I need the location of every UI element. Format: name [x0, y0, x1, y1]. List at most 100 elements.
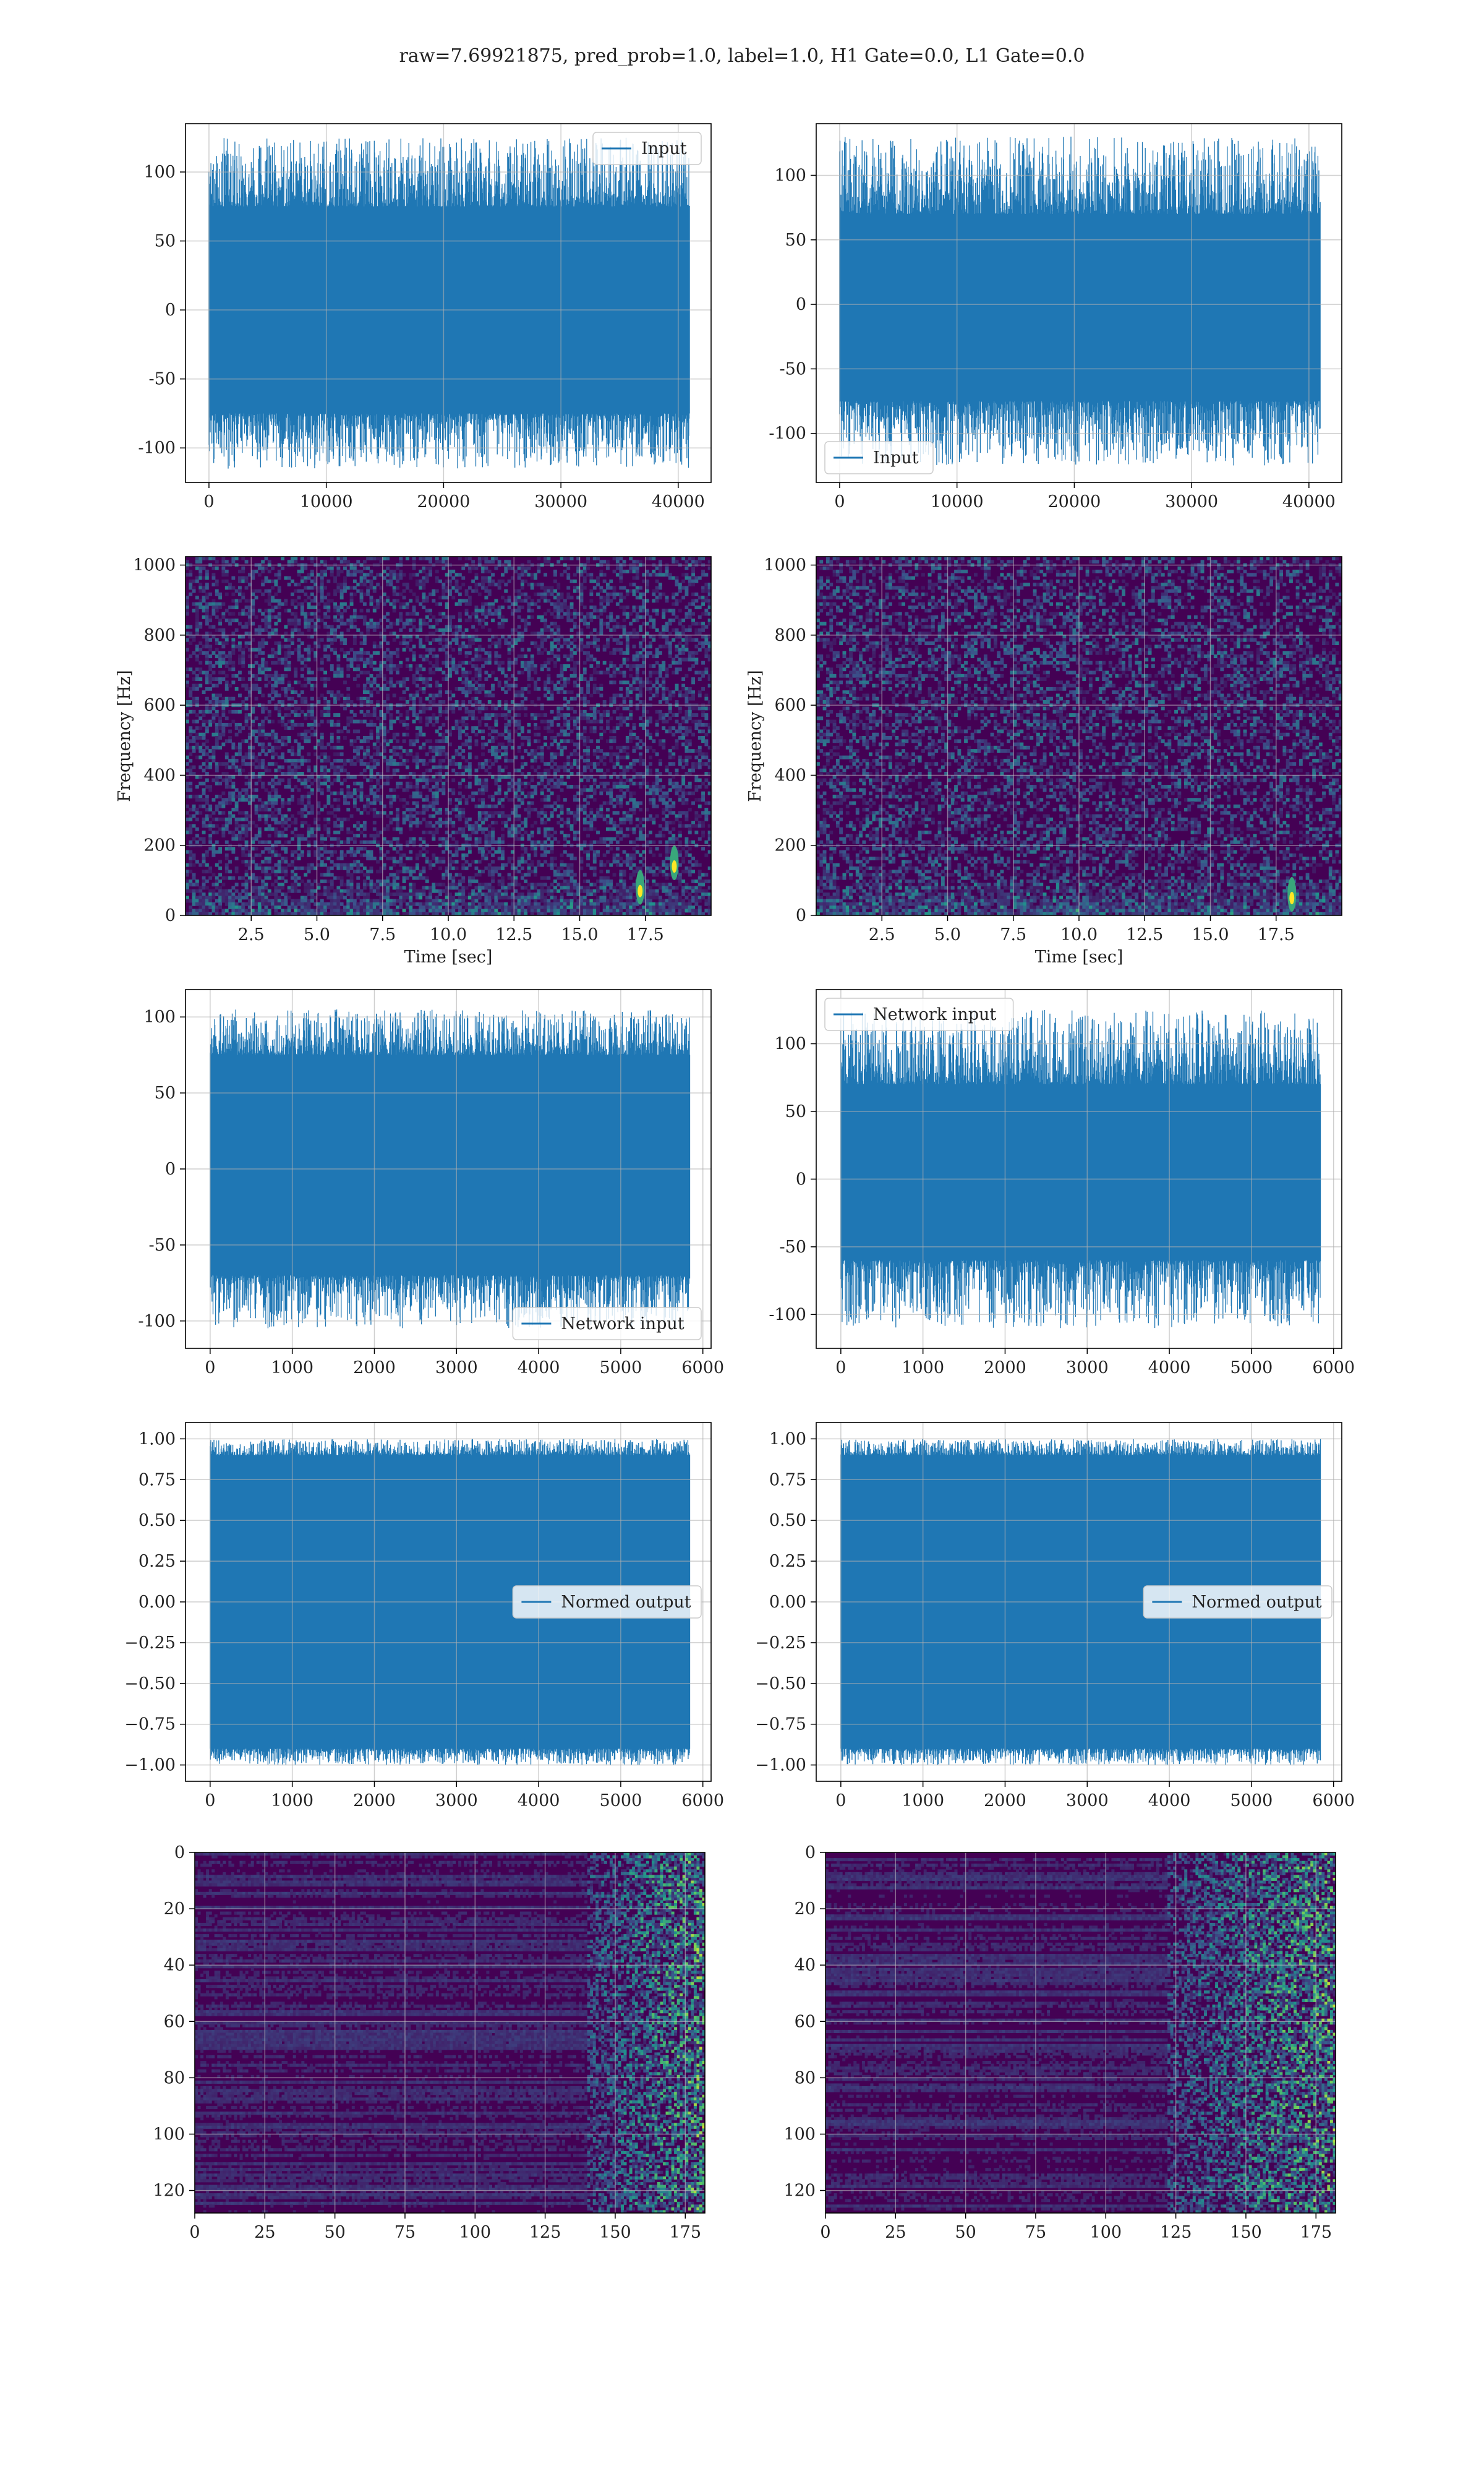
l1-spectrogram-x-tick-label: 10.0	[1060, 925, 1098, 944]
l1-spectrogram-x-tick-label: 15.0	[1192, 925, 1229, 944]
l1-network-input-y-tick-label: 100	[774, 1035, 806, 1054]
l1-spectrogram-x-tick-label: 7.5	[1000, 925, 1026, 944]
l1-normed-output-legend-label: Normed output	[1192, 1593, 1321, 1612]
l1-input-y-tick-label: 0	[796, 295, 806, 314]
l1-input-x-tick-label: 30000	[1165, 492, 1218, 511]
h1-normed-output-y-tick-label: −1.00	[124, 1756, 176, 1775]
h1-network-input-legend-label: Network input	[561, 1314, 684, 1333]
l1-normed-output-y-tick-label: 0.75	[769, 1470, 806, 1489]
h1-normed-output-x-tick-label: 3000	[435, 1791, 478, 1810]
l1-network-input-axes-frame	[816, 989, 1342, 1349]
h1-feature-map-axes-frame	[194, 1852, 706, 2214]
h1-normed-output-y-tick-label: 0.00	[139, 1593, 176, 1612]
l1-network-input-series-line	[840, 1010, 1321, 1329]
h1-input-y-tick-label: -50	[149, 370, 176, 389]
l1-feature-map-y-tick-label: 60	[795, 2012, 816, 2031]
l1-input-y-tick-label: -50	[780, 359, 806, 379]
l1-spectrogram-x-tick-label: 12.5	[1126, 925, 1163, 944]
l1-feature-map-x-tick-label: 25	[885, 2223, 906, 2242]
l1-normed-output-x-tick-label: 5000	[1230, 1791, 1273, 1810]
l1-spectrogram-y-tick-label: 0	[796, 906, 806, 925]
h1-network-input-x-tick-label: 5000	[600, 1358, 642, 1377]
l1-normed-output-y-tick-label: 0.50	[769, 1511, 806, 1530]
h1-network-input-y-tick-label: 50	[155, 1084, 176, 1103]
h1-normed-output-x-tick-label: 2000	[353, 1791, 396, 1810]
l1-feature-map-x-tick-label: 0	[820, 2223, 830, 2242]
h1-spectrogram-y-tick-label: 0	[165, 906, 176, 925]
h1-input-legend: Input	[592, 132, 702, 165]
l1-network-input-x-tick-label: 5000	[1230, 1358, 1273, 1377]
h1-network-input-x-tick-label: 3000	[435, 1358, 478, 1377]
h1-input-y-tick-label: 50	[155, 232, 176, 251]
l1-network-input-x-tick-label: 0	[835, 1358, 846, 1377]
h1-feature-map-y-tick-label: 120	[153, 2181, 185, 2201]
h1-network-input-x-tick-label: 6000	[681, 1358, 724, 1377]
h1-normed-output-x-tick-label: 6000	[681, 1791, 724, 1810]
l1-feature-map-y-tick-label: 40	[795, 1956, 816, 1975]
l1-spectrogram-y-axis-label: Frequency [Hz]	[746, 670, 765, 802]
h1-normed-output-legend: Normed output	[512, 1585, 702, 1619]
h1-spectrogram-x-tick-label: 7.5	[369, 925, 396, 944]
chart-l1-input: 0 10000 20000 30000 40000 -100 -50 0 50 100 Input	[769, 123, 1342, 511]
h1-network-input-legend: Network input	[512, 1307, 702, 1340]
l1-network-input-x-tick-label: 1000	[902, 1358, 944, 1377]
l1-network-input-y-tick-label: 50	[785, 1102, 806, 1121]
l1-input-y-tick-label: -100	[769, 424, 806, 443]
h1-normed-output-legend-label: Normed output	[561, 1593, 691, 1612]
h1-network-input-x-tick-label: 4000	[518, 1358, 560, 1377]
l1-feature-map-x-tick-label: 175	[1300, 2223, 1332, 2242]
h1-input-axes-frame	[185, 123, 712, 483]
l1-input-y-tick-label: 50	[785, 231, 806, 250]
h1-input-x-tick-label: 0	[203, 492, 214, 511]
l1-normed-output-y-tick-label: 0.25	[769, 1552, 806, 1571]
l1-normed-output-y-tick-label: −0.75	[755, 1715, 806, 1734]
h1-feature-map-x-tick-label: 50	[324, 2223, 345, 2242]
chart-l1-network-input: 0 1000 2000 3000 4000 5000 6000 -100 -50 0 50 100 Ne…	[769, 989, 1355, 1377]
h1-normed-output-y-tick-label: −0.50	[124, 1674, 176, 1693]
l1-input-axes-frame	[816, 123, 1342, 483]
h1-feature-map-y-tick-label: 40	[164, 1956, 185, 1975]
h1-input-x-tick-label: 40000	[652, 492, 705, 511]
l1-spectrogram-x-tick-label: 5.0	[934, 925, 961, 944]
h1-normed-output-y-tick-label: −0.25	[124, 1633, 176, 1653]
h1-spectrogram-x-axis-label: Time [sec]	[404, 948, 493, 967]
l1-network-input-grid	[816, 990, 1342, 1348]
l1-feature-map-heatmap	[825, 1852, 1336, 2213]
l1-input-y-tick-label: 100	[774, 166, 806, 185]
l1-feature-map-x-tick-label: 50	[955, 2223, 976, 2242]
l1-input-legend-label: Input	[873, 448, 919, 468]
l1-input-x-tick-label: 20000	[1047, 492, 1101, 511]
h1-spectrogram-x-tick-label: 5.0	[304, 925, 330, 944]
h1-network-input-y-tick-label: -100	[138, 1312, 176, 1331]
h1-spectrogram-y-tick-label: 1000	[133, 556, 176, 575]
h1-feature-map-x-tick-label: 175	[669, 2223, 701, 2242]
h1-feature-map-x-tick-label: 75	[394, 2223, 416, 2242]
h1-input-y-tick-label: 0	[165, 301, 176, 320]
l1-feature-map-axes-frame	[825, 1852, 1336, 2214]
l1-normed-output-x-tick-label: 1000	[902, 1791, 944, 1810]
l1-input-series-line	[839, 136, 1321, 466]
l1-spectrogram-y-tick-label: 400	[774, 766, 806, 785]
l1-network-input-y-tick-label: -50	[780, 1238, 806, 1257]
l1-normed-output-x-tick-label: 6000	[1312, 1791, 1355, 1810]
h1-network-input-y-tick-label: 100	[143, 1008, 176, 1027]
h1-spectrogram-y-tick-label: 200	[143, 836, 176, 855]
l1-feature-map-x-tick-label: 75	[1025, 2223, 1046, 2242]
l1-normed-output-legend: Normed output	[1143, 1585, 1333, 1619]
l1-normed-output-x-tick-label: 4000	[1148, 1791, 1191, 1810]
h1-feature-map-x-tick-label: 100	[459, 2223, 492, 2242]
l1-feature-map-y-tick-label: 120	[783, 2181, 816, 2201]
h1-feature-map-y-tick-label: 60	[164, 2012, 185, 2031]
h1-input-grid	[186, 124, 711, 482]
h1-input-y-tick-label: -100	[138, 439, 176, 458]
h1-feature-map-x-tick-label: 150	[599, 2223, 631, 2242]
chart-h1-normed-output: 0 1000 2000 3000 4000 5000 6000 −1.00 −0.75 −0.50…	[124, 1422, 724, 1810]
h1-network-input-grid	[186, 990, 711, 1348]
h1-network-input-x-tick-label: 2000	[353, 1358, 396, 1377]
l1-normed-output-x-tick-label: 0	[835, 1791, 846, 1810]
l1-normed-output-y-tick-label: −1.00	[755, 1756, 806, 1775]
h1-feature-map-y-tick-label: 100	[153, 2125, 185, 2144]
l1-feature-map-y-tick-label: 0	[805, 1843, 816, 1862]
h1-normed-output-x-tick-label: 1000	[271, 1791, 313, 1810]
